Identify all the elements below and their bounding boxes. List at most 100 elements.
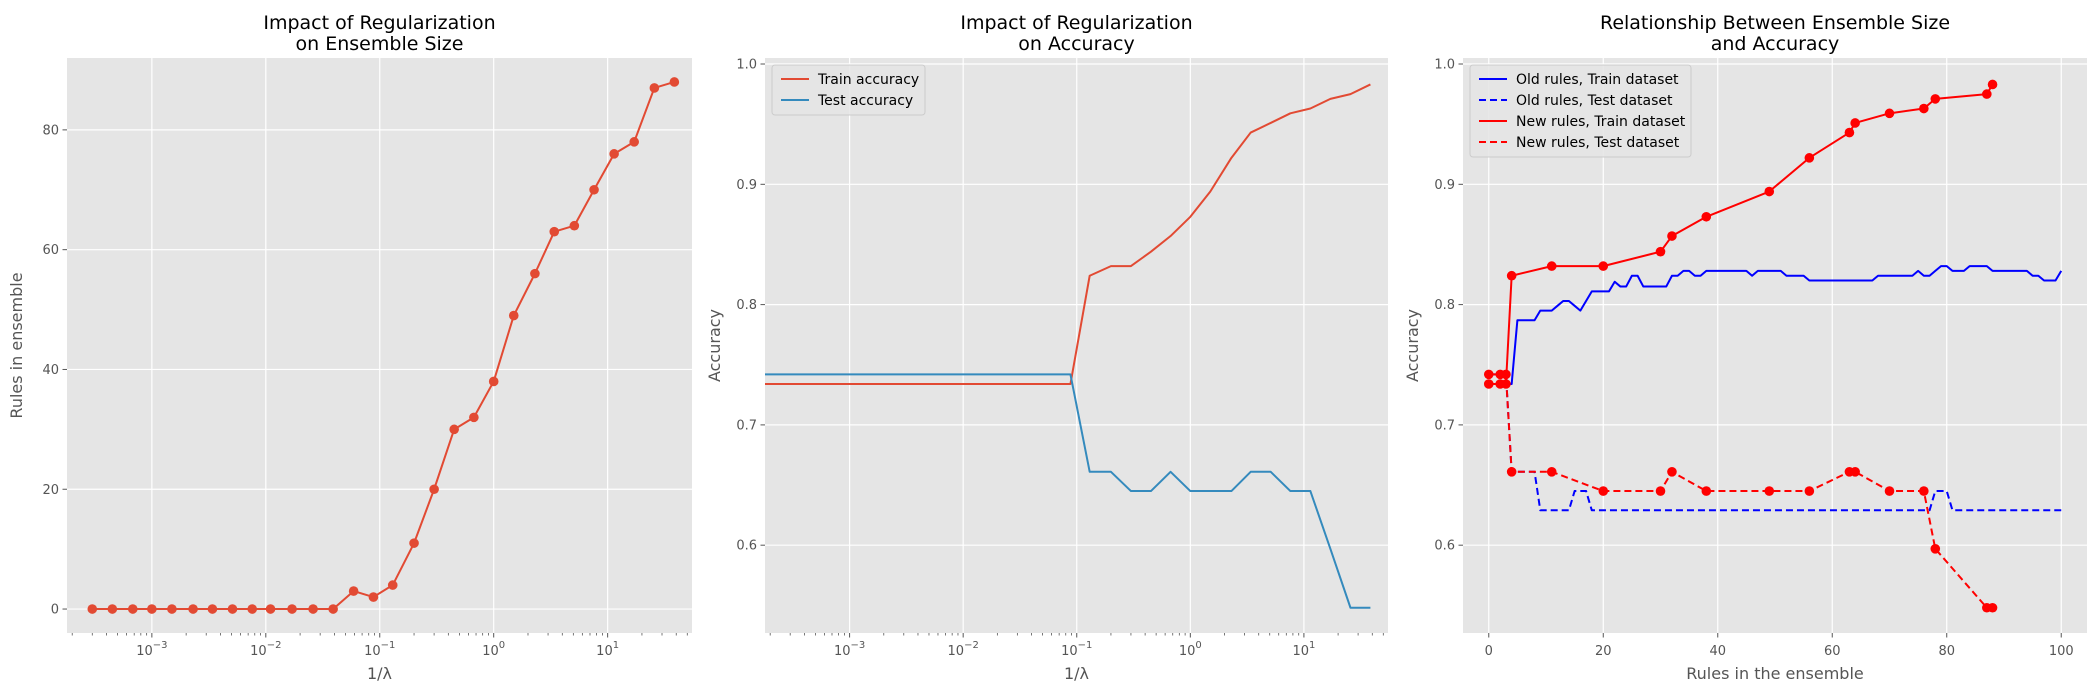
- x-tick-label: 101: [1292, 640, 1315, 659]
- data-point-series-1: [87, 604, 98, 614]
- y-tick-label: 1.0: [736, 58, 757, 73]
- y-axis-label: Accuracy: [705, 309, 724, 382]
- x-tick-base: 10: [136, 644, 153, 659]
- data-point-series-1: [107, 604, 118, 614]
- y-tick-label: 20: [42, 483, 59, 498]
- data-point-new-rules-test-dataset: [1884, 486, 1895, 496]
- x-axis-label: Rules in the ensemble: [1686, 664, 1863, 683]
- legend-entry: Test accuracy: [817, 93, 913, 109]
- y-tick-label: 0.6: [736, 539, 757, 554]
- data-point-series-1: [227, 604, 238, 614]
- data-point-series-1: [167, 604, 177, 614]
- data-point-new-rules-test-dataset: [1804, 486, 1815, 496]
- x-axis-label: 1/λ: [367, 664, 392, 683]
- legend-entry: Train accuracy: [817, 72, 919, 88]
- x-tick-base: 10: [1179, 644, 1196, 659]
- y-tick-label: 1.0: [1434, 58, 1455, 73]
- data-point-series-1: [147, 604, 157, 614]
- legend-entry: Old rules, Train dataset: [1516, 72, 1679, 88]
- chart-title: Impact of Regularization: [263, 12, 495, 34]
- x-tick-base: 10: [596, 644, 613, 659]
- series-line-old-rules-train-dataset: [1488, 265, 2063, 385]
- data-point-new-rules-train-dataset: [1598, 261, 1609, 271]
- data-point-new-rules-test-dataset: [1764, 486, 1775, 496]
- data-point-new-rules-train-dataset: [1987, 79, 1998, 90]
- y-tick-label: 0.8: [736, 298, 757, 313]
- y-tick-label: 0.7: [736, 418, 757, 433]
- data-point-series-1: [387, 580, 398, 590]
- data-point-series-1: [328, 604, 338, 614]
- x-tick-base: 10: [834, 644, 851, 659]
- x-tick-label: 10−2: [948, 640, 979, 659]
- x-tick-label: 10−3: [834, 640, 865, 659]
- data-point-new-rules-test-dataset: [1655, 486, 1666, 496]
- data-point-new-rules-train-dataset: [1655, 246, 1666, 257]
- x-tick-base: 10: [1292, 644, 1309, 659]
- x-tick-label: 10−3: [136, 640, 167, 659]
- data-point-series-1: [569, 220, 580, 231]
- y-tick-label: 80: [42, 123, 59, 138]
- x-tick-base: 10: [1061, 644, 1078, 659]
- x-tick-exponent: 1: [613, 640, 619, 651]
- data-point-series-1: [649, 83, 660, 93]
- y-tick-label: 0.7: [1434, 418, 1455, 433]
- y-tick-label: 0.9: [1434, 178, 1455, 193]
- data-point-new-rules-test-dataset: [1598, 486, 1609, 496]
- x-axis-label: 1/λ: [1064, 664, 1089, 683]
- data-point-new-rules-train-dataset: [1804, 153, 1815, 163]
- x-tick-base: 10: [948, 644, 965, 659]
- x-tick-exponent: −2: [964, 640, 979, 651]
- series-line-old-rules-test-dataset: [1488, 373, 2062, 512]
- legend-entry: New rules, Train dataset: [1516, 114, 1686, 130]
- x-tick-label: 20: [1595, 644, 1612, 659]
- y-tick-label: 0.9: [736, 178, 757, 193]
- data-point-series-1: [429, 484, 439, 495]
- data-point-new-rules-test-dataset: [1919, 486, 1929, 496]
- x-tick-label: 100: [2049, 644, 2074, 659]
- x-tick-label: 80: [1938, 644, 1955, 659]
- data-point-series-1: [308, 604, 318, 614]
- data-point-series-1: [348, 586, 359, 596]
- data-point-new-rules-train-dataset: [1667, 231, 1677, 241]
- data-point-new-rules-train-dataset: [1483, 379, 1494, 389]
- data-point-new-rules-test-dataset: [1546, 467, 1557, 477]
- data-point-new-rules-train-dataset: [1930, 94, 1941, 104]
- data-point-series-1: [488, 376, 499, 387]
- data-point-series-1: [188, 604, 198, 614]
- data-point-series-1: [409, 538, 419, 548]
- x-tick-label: 10−2: [250, 640, 281, 659]
- y-tick-label: 60: [42, 243, 59, 258]
- data-point-new-rules-test-dataset: [1987, 602, 1998, 613]
- data-point-series-1: [669, 77, 680, 87]
- y-axis-label: Accuracy: [1403, 309, 1422, 382]
- data-point-series-1: [530, 268, 540, 279]
- legend-entry: New rules, Test dataset: [1516, 135, 1680, 151]
- legend: Train accuracy Test accuracy: [771, 64, 926, 116]
- series-line-new-rules-test-dataset: [1488, 373, 1993, 609]
- x-tick-exponent: −1: [381, 640, 396, 651]
- data-point-new-rules-test-dataset: [1701, 486, 1712, 496]
- legend-entry: Old rules, Test dataset: [1516, 93, 1673, 109]
- series-line-test-accuracy: [765, 373, 1371, 609]
- data-point-new-rules-test-dataset: [1501, 369, 1511, 380]
- chart-title: Impact of Regularization: [960, 12, 1192, 34]
- x-tick-exponent: 0: [499, 640, 505, 651]
- x-tick-label: 0: [1485, 644, 1493, 659]
- data-point-new-rules-test-dataset: [1483, 369, 1494, 380]
- data-point-new-rules-test-dataset: [1667, 467, 1677, 477]
- data-point-series-1: [469, 412, 479, 423]
- x-tick-exponent: −3: [153, 640, 168, 651]
- data-point-series-1: [368, 592, 379, 602]
- y-tick-label: 0.6: [1434, 539, 1455, 554]
- x-tick-base: 10: [364, 644, 381, 659]
- x-tick-base: 10: [482, 644, 499, 659]
- series-line-train-accuracy: [765, 83, 1371, 385]
- x-tick-label: 60: [1824, 644, 1841, 659]
- data-point-series-1: [247, 604, 258, 614]
- x-tick-exponent: −2: [267, 640, 282, 651]
- chart-title: Relationship Between Ensemble Size: [1600, 12, 1950, 34]
- data-point-series-1: [127, 604, 138, 614]
- x-tick-exponent: −1: [1078, 640, 1093, 651]
